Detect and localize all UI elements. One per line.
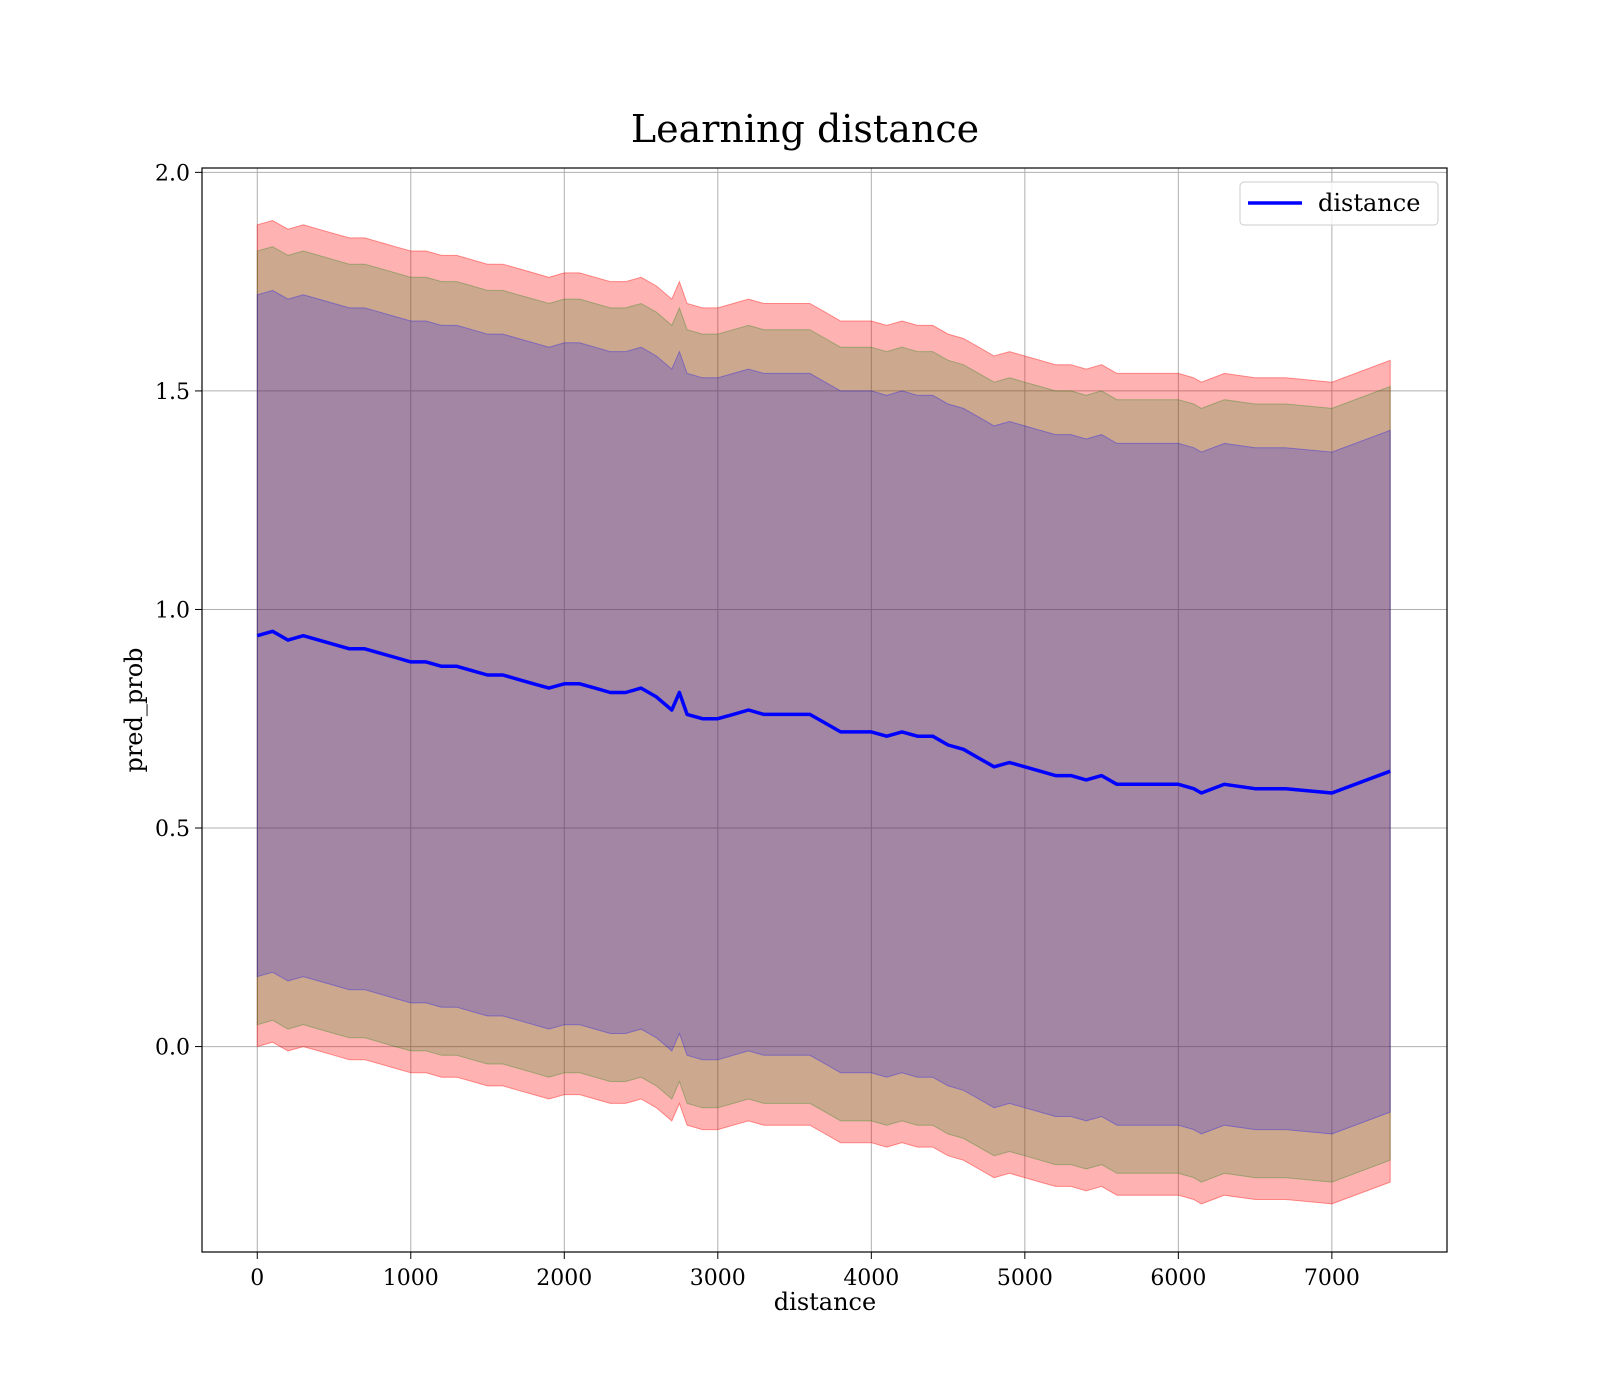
x-tick-label: 5000 [997,1266,1053,1291]
x-tick-label: 7000 [1304,1266,1360,1291]
y-axis-label: pred_prob [120,647,148,772]
series-line-distance [256,629,1391,795]
legend: distance [1239,181,1439,226]
y-tick-label: 1.5 [155,380,190,405]
legend-box [1239,181,1439,226]
x-tick-label: 0 [250,1266,264,1291]
y-tick-label: 0.5 [155,817,190,842]
confidence-bands [256,219,1391,1205]
x-tick-label: 2000 [536,1266,592,1291]
series-lines [256,629,1391,795]
legend-label: distance [1318,189,1420,217]
x-tick-label: 4000 [843,1266,899,1291]
band-3-sigma [256,219,1391,1205]
band-2-sigma [256,246,1391,1183]
x-tick-label: 3000 [690,1266,746,1291]
axis-ticks: 0 1000 2000 3000 4000 5000 6000 7000 0.0 0.5 1.0 1.… [155,161,1360,1291]
grid-layer [202,168,1447,1252]
y-tick-label: 1.0 [155,598,190,623]
y-tick-label: 0.0 [155,1036,190,1061]
plot-frame [201,167,1448,1253]
band-1-sigma [256,289,1391,1135]
y-tick-label: 2.0 [155,161,190,186]
x-axis-label: distance [774,1288,876,1316]
chart-title: Learning distance [631,107,979,151]
x-tick-label: 6000 [1150,1266,1206,1291]
x-tick-label: 1000 [383,1266,439,1291]
